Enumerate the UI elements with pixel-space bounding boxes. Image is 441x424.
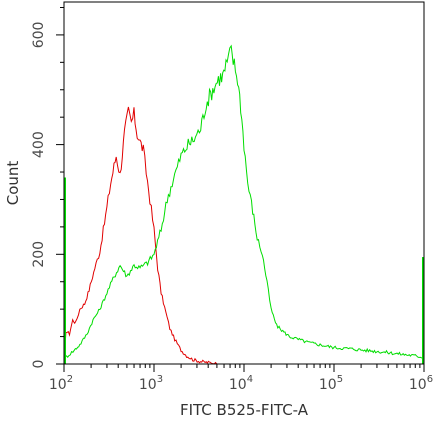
- histogram-series-2: [63, 44, 425, 360]
- x-tick-base: 10: [319, 377, 337, 393]
- x-tick-label: 104: [229, 374, 253, 393]
- x-axis-title: FITC B525-FITC-A: [180, 401, 309, 419]
- x-tick-exponent: 5: [337, 374, 343, 385]
- y-axis-title: Count: [4, 161, 22, 206]
- x-tick-label: 106: [409, 374, 433, 393]
- x-tick-base: 10: [49, 377, 67, 393]
- y-tick-label: 600: [31, 22, 47, 49]
- x-tick-label: 102: [49, 374, 73, 393]
- y-tick-label: 400: [31, 131, 47, 158]
- x-tick-base: 10: [229, 377, 247, 393]
- x-tick-exponent: 6: [427, 374, 433, 385]
- x-tick-base: 10: [409, 377, 427, 393]
- x-tick-exponent: 4: [247, 374, 253, 385]
- x-tick-exponent: 2: [67, 374, 73, 385]
- y-tick-label: 0: [31, 360, 47, 369]
- x-tick-exponent: 3: [157, 374, 163, 385]
- x-tick-base: 10: [139, 377, 157, 393]
- x-axis-ticks: 102 103 104 105 106: [49, 364, 433, 393]
- x-tick-label: 105: [319, 374, 343, 393]
- series-layer: [63, 44, 425, 365]
- x-tick-label: 103: [139, 374, 163, 393]
- y-axis-ticks: 0 200 400 600: [31, 6, 64, 369]
- y-tick-label: 200: [31, 241, 47, 268]
- histogram-series-1: [63, 106, 218, 365]
